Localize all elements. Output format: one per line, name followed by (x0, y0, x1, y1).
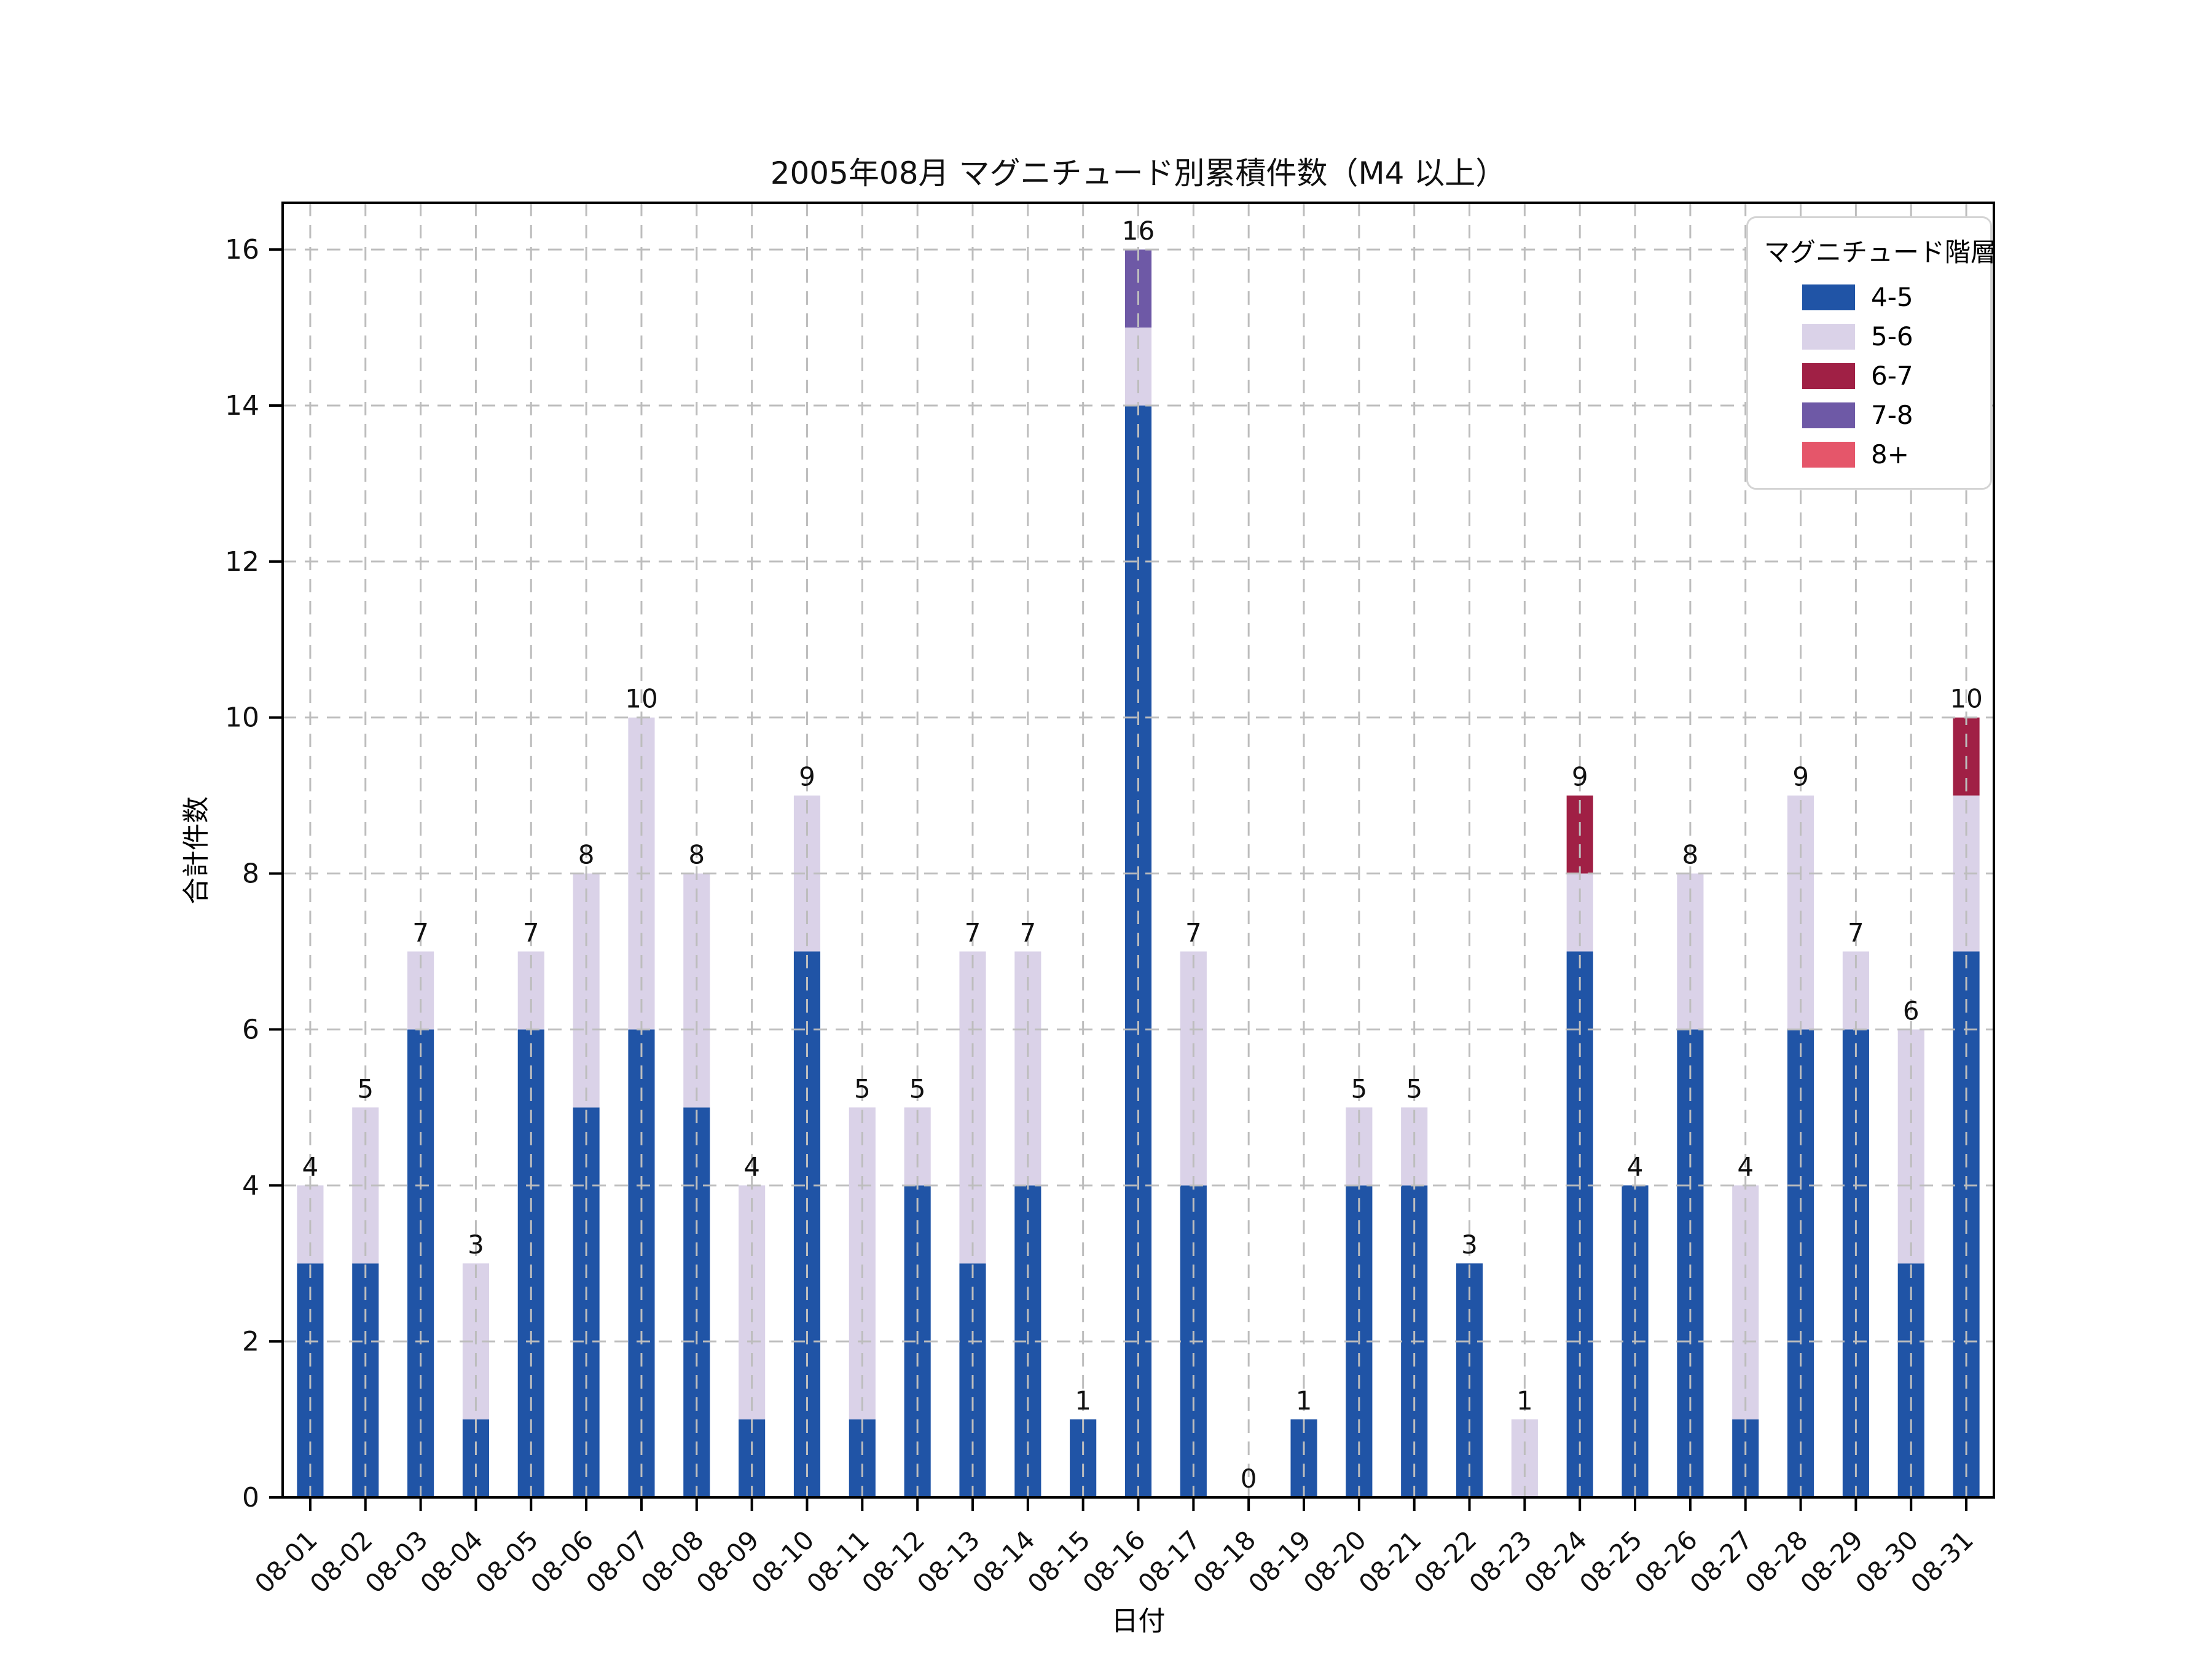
x-tick-label-08-25: 08-25 (1574, 1524, 1648, 1599)
legend-swatch-7-8 (1802, 402, 1855, 428)
y-tick-label-10: 10 (225, 702, 259, 734)
bar-total-label-08-12: 5 (909, 1073, 926, 1104)
bar-total-label-08-06: 8 (578, 840, 595, 870)
chart-title: 2005年08月 マグニチュード別累積件数（M4 以上） (770, 155, 1507, 191)
bar-total-label-08-17: 7 (1185, 918, 1202, 948)
x-tick-label-08-10: 08-10 (746, 1524, 820, 1599)
legend-title: マグニチュード階層 (1764, 237, 1997, 267)
y-tick-label-2: 2 (242, 1326, 259, 1357)
x-tick-label-08-20: 08-20 (1298, 1524, 1372, 1599)
x-tick-label-08-28: 08-28 (1739, 1524, 1814, 1599)
legend-label-8+: 8+ (1871, 439, 1909, 469)
x-tick-label-08-29: 08-29 (1795, 1524, 1869, 1599)
bar-total-label-08-09: 4 (743, 1151, 760, 1182)
legend-item-6-7: 6-7 (1763, 356, 1975, 396)
bar-total-label-08-24: 9 (1572, 762, 1588, 792)
bar-total-label-08-31: 10 (1950, 684, 1982, 714)
x-tick-label-08-19: 08-19 (1242, 1524, 1317, 1599)
x-tick-label-08-18: 08-18 (1187, 1524, 1261, 1599)
legend-swatch-6-7 (1802, 363, 1855, 389)
y-tick-label-8: 8 (242, 858, 259, 890)
x-tick-label-08-22: 08-22 (1408, 1524, 1483, 1599)
x-tick-label-08-15: 08-15 (1022, 1524, 1096, 1599)
bar-total-label-08-19: 1 (1296, 1386, 1312, 1416)
x-axis-title: 日付 (1111, 1606, 1166, 1637)
x-tick-label-08-07: 08-07 (580, 1524, 654, 1599)
bar-total-label-08-02: 5 (357, 1073, 374, 1104)
legend-swatch-4-5 (1802, 284, 1855, 310)
bar-total-label-08-05: 7 (523, 918, 539, 948)
bar-total-label-08-28: 9 (1792, 762, 1809, 792)
bar-total-label-08-16: 16 (1122, 216, 1155, 246)
x-tick-label-08-27: 08-27 (1684, 1524, 1759, 1599)
bar-total-label-08-23: 1 (1516, 1386, 1533, 1416)
legend-swatch-8+ (1802, 442, 1855, 468)
x-tick-label-08-11: 08-11 (801, 1524, 875, 1599)
bar-total-label-08-30: 6 (1903, 995, 1920, 1026)
bar-total-label-08-27: 4 (1737, 1151, 1754, 1182)
x-tick-label-08-14: 08-14 (967, 1524, 1041, 1599)
bar-segment-08-13-5-6 (959, 951, 986, 1264)
x-tick-label-08-02: 08-02 (304, 1524, 378, 1599)
y-tick-label-4: 4 (242, 1170, 259, 1201)
x-tick-label-08-21: 08-21 (1353, 1524, 1427, 1599)
bar-total-label-08-21: 5 (1406, 1073, 1422, 1104)
bar-total-label-08-04: 3 (468, 1230, 484, 1260)
bar-total-label-08-01: 4 (302, 1151, 319, 1182)
bar-total-label-08-25: 4 (1627, 1151, 1644, 1182)
legend-items: 4-5 5-6 6-7 7-8 8+ (1763, 278, 1975, 474)
bar-total-label-08-13: 7 (965, 918, 981, 948)
x-tick-label-08-23: 08-23 (1463, 1524, 1537, 1599)
x-tick-label-08-08: 08-08 (635, 1524, 710, 1599)
bar-total-label-08-22: 3 (1461, 1230, 1478, 1260)
bar-total-label-08-29: 7 (1848, 918, 1864, 948)
x-tick-label-08-09: 08-09 (691, 1524, 765, 1599)
legend-item-8+: 8+ (1763, 435, 1975, 474)
bar-total-label-08-20: 5 (1351, 1073, 1367, 1104)
bar-total-label-08-26: 8 (1682, 840, 1699, 870)
x-tick-label-08-05: 08-05 (469, 1524, 544, 1599)
x-tick-label-08-04: 08-04 (415, 1524, 489, 1599)
y-tick-label-6: 6 (242, 1014, 259, 1045)
bar-total-label-08-07: 10 (625, 684, 657, 714)
x-tick-label-08-26: 08-26 (1629, 1524, 1703, 1599)
bar-total-label-08-11: 5 (854, 1073, 871, 1104)
legend-swatch-5-6 (1802, 324, 1855, 350)
bar-total-label-08-15: 1 (1075, 1386, 1091, 1416)
bar-total-label-08-18: 0 (1241, 1464, 1257, 1494)
legend-label-5-6: 5-6 (1871, 321, 1913, 351)
legend-item-7-8: 7-8 (1763, 396, 1975, 435)
x-tick-label-08-13: 08-13 (911, 1524, 986, 1599)
legend-label-4-5: 4-5 (1871, 282, 1913, 312)
x-tick-label-08-12: 08-12 (856, 1524, 930, 1599)
x-tick-label-08-30: 08-30 (1849, 1524, 1924, 1599)
legend-label-7-8: 7-8 (1871, 400, 1913, 430)
x-tick-label-08-17: 08-17 (1132, 1524, 1206, 1599)
y-axis-title: 合計件数 (181, 796, 212, 904)
x-tick-label-08-01: 08-01 (249, 1524, 323, 1599)
bar-total-label-08-08: 8 (688, 840, 705, 870)
x-tick-label-08-03: 08-03 (359, 1524, 434, 1599)
bar-total-label-08-14: 7 (1019, 918, 1036, 948)
legend-label-6-7: 6-7 (1871, 361, 1913, 391)
bar-total-label-08-10: 9 (799, 762, 815, 792)
y-tick-label-12: 12 (225, 546, 259, 578)
legend-item-5-6: 5-6 (1763, 317, 1975, 356)
y-tick-label-14: 14 (225, 390, 259, 422)
y-tick-label-0: 0 (242, 1482, 259, 1513)
x-tick-label-08-16: 08-16 (1077, 1524, 1151, 1599)
bar-total-label-08-03: 7 (412, 918, 429, 948)
x-tick-label-08-24: 08-24 (1518, 1524, 1593, 1599)
y-tick-label-16: 16 (225, 234, 259, 265)
legend-item-4-5: 4-5 (1763, 278, 1975, 317)
legend: マグニチュード階層 4-5 5-6 6-7 7-8 8+ (1746, 216, 1997, 490)
chart-plot-area: 024681012141608-0108-0208-0308-0408-0508… (225, 202, 1995, 1599)
x-tick-label-08-31: 08-31 (1905, 1524, 1979, 1599)
x-tick-label-08-06: 08-06 (525, 1524, 599, 1599)
